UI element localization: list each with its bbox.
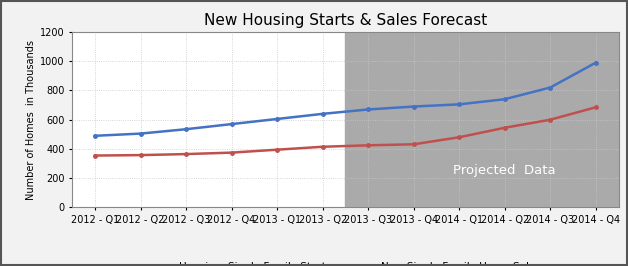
Housing  Single Family Starts — [182, 128, 190, 131]
Legend: Housing  Single Family Starts, New Single Family Home Sales: Housing Single Family Starts, New Single… — [146, 258, 545, 266]
Title: New Housing Starts & Sales Forecast: New Housing Starts & Sales Forecast — [203, 13, 487, 28]
Housing  Single Family Starts — [410, 105, 418, 108]
New Single Family Home Sales — [501, 126, 509, 129]
Housing  Single Family Starts — [91, 134, 99, 138]
Housing  Single Family Starts — [546, 86, 554, 89]
Text: Projected  Data: Projected Data — [453, 164, 556, 177]
New Single Family Home Sales — [137, 153, 144, 157]
New Single Family Home Sales — [273, 148, 281, 151]
Housing  Single Family Starts — [364, 108, 372, 111]
New Single Family Home Sales — [319, 145, 327, 148]
Housing  Single Family Starts — [501, 98, 509, 101]
Bar — [345, 32, 619, 207]
New Single Family Home Sales — [546, 118, 554, 121]
Housing  Single Family Starts — [137, 132, 144, 135]
New Single Family Home Sales — [592, 106, 600, 109]
New Single Family Home Sales — [364, 144, 372, 147]
New Single Family Home Sales — [455, 136, 463, 139]
Line: Housing  Single Family Starts: Housing Single Family Starts — [93, 61, 598, 138]
Y-axis label: Number of Homes  in Thousands: Number of Homes in Thousands — [26, 40, 36, 200]
Line: New Single Family Home Sales: New Single Family Home Sales — [93, 106, 598, 157]
Housing  Single Family Starts — [228, 122, 236, 126]
Housing  Single Family Starts — [455, 103, 463, 106]
New Single Family Home Sales — [91, 154, 99, 157]
Housing  Single Family Starts — [273, 117, 281, 120]
Housing  Single Family Starts — [319, 112, 327, 115]
New Single Family Home Sales — [410, 143, 418, 146]
New Single Family Home Sales — [182, 152, 190, 156]
Housing  Single Family Starts — [592, 61, 600, 64]
New Single Family Home Sales — [228, 151, 236, 154]
